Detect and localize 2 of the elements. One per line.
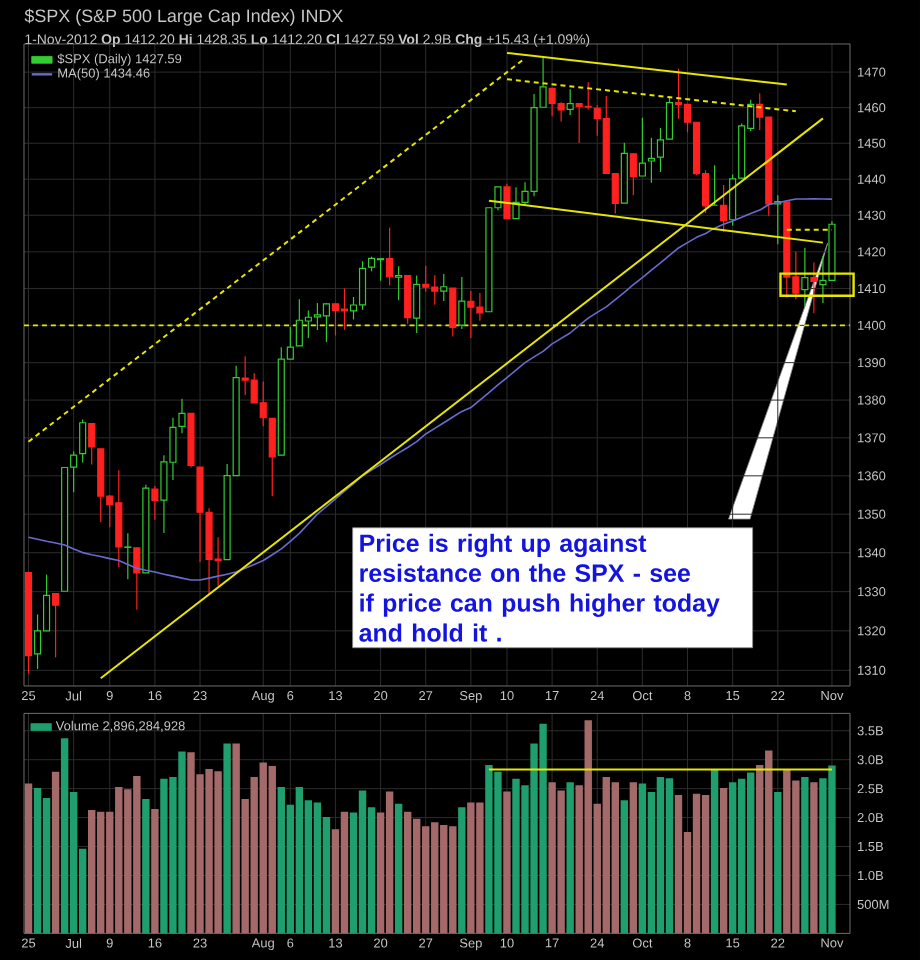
chart-title: $SPX (S&P 500 Large Cap Index) INDX xyxy=(24,8,343,26)
annotation: Price is right up against resistance on the SPX - see if price can push higher today and hold it . xyxy=(359,533,720,642)
